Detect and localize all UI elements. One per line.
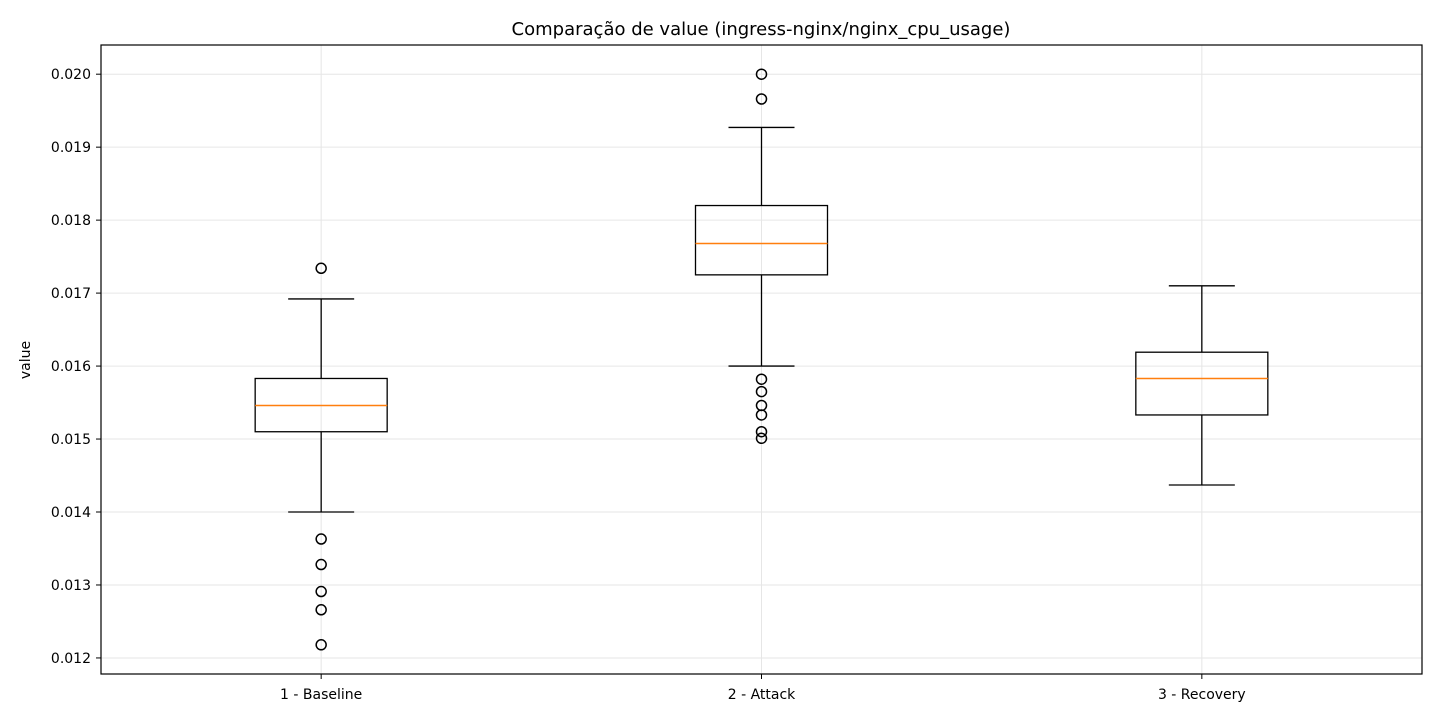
outlier-point: [315, 639, 327, 651]
outlier-point: [315, 585, 327, 598]
outlier-point: [755, 385, 768, 398]
boxplots: [254, 68, 1269, 651]
y-tick-label: 0.014: [51, 505, 91, 521]
boxplot-1: [254, 262, 388, 651]
y-tick-label: 0.018: [51, 213, 91, 229]
boxplot-2: [694, 68, 829, 445]
outlier-point: [315, 533, 327, 545]
outlier-point: [755, 432, 768, 445]
y-tick-label: 0.019: [51, 140, 91, 156]
y-tick-label: 0.017: [51, 286, 91, 302]
outlier-point: [755, 68, 768, 80]
box-iqr: [694, 204, 829, 276]
axis-ticks: 0.012 0.013 0.014 0.015 0.016 0.017 0.018 0.019…: [51, 67, 1246, 703]
box-iqr: [1135, 351, 1269, 416]
y-axis-label: value: [18, 341, 34, 379]
y-tick-label: 0.016: [51, 359, 91, 375]
y-tick-label: 0.020: [51, 67, 91, 83]
outlier-point: [315, 604, 327, 616]
y-tick-label: 0.013: [51, 578, 91, 594]
y-tick-label: 0.012: [51, 651, 91, 667]
outlier-point: [755, 425, 768, 438]
x-tick-label: 2 - Attack: [728, 687, 796, 703]
y-tick-label: 0.015: [51, 432, 91, 448]
outlier-point: [315, 262, 327, 275]
chart-title: Comparação de value (ingress-nginx/nginx…: [512, 19, 1011, 40]
boxplot-3: [1135, 285, 1269, 486]
x-tick-label: 1 - Baseline: [280, 687, 362, 703]
x-tick-label: 3 - Recovery: [1158, 687, 1246, 703]
plot-frame: [100, 44, 1423, 675]
outlier-point: [315, 558, 327, 571]
outlier-point: [755, 409, 768, 421]
outlier-point: [755, 373, 768, 385]
outlier-point: [755, 93, 768, 105]
